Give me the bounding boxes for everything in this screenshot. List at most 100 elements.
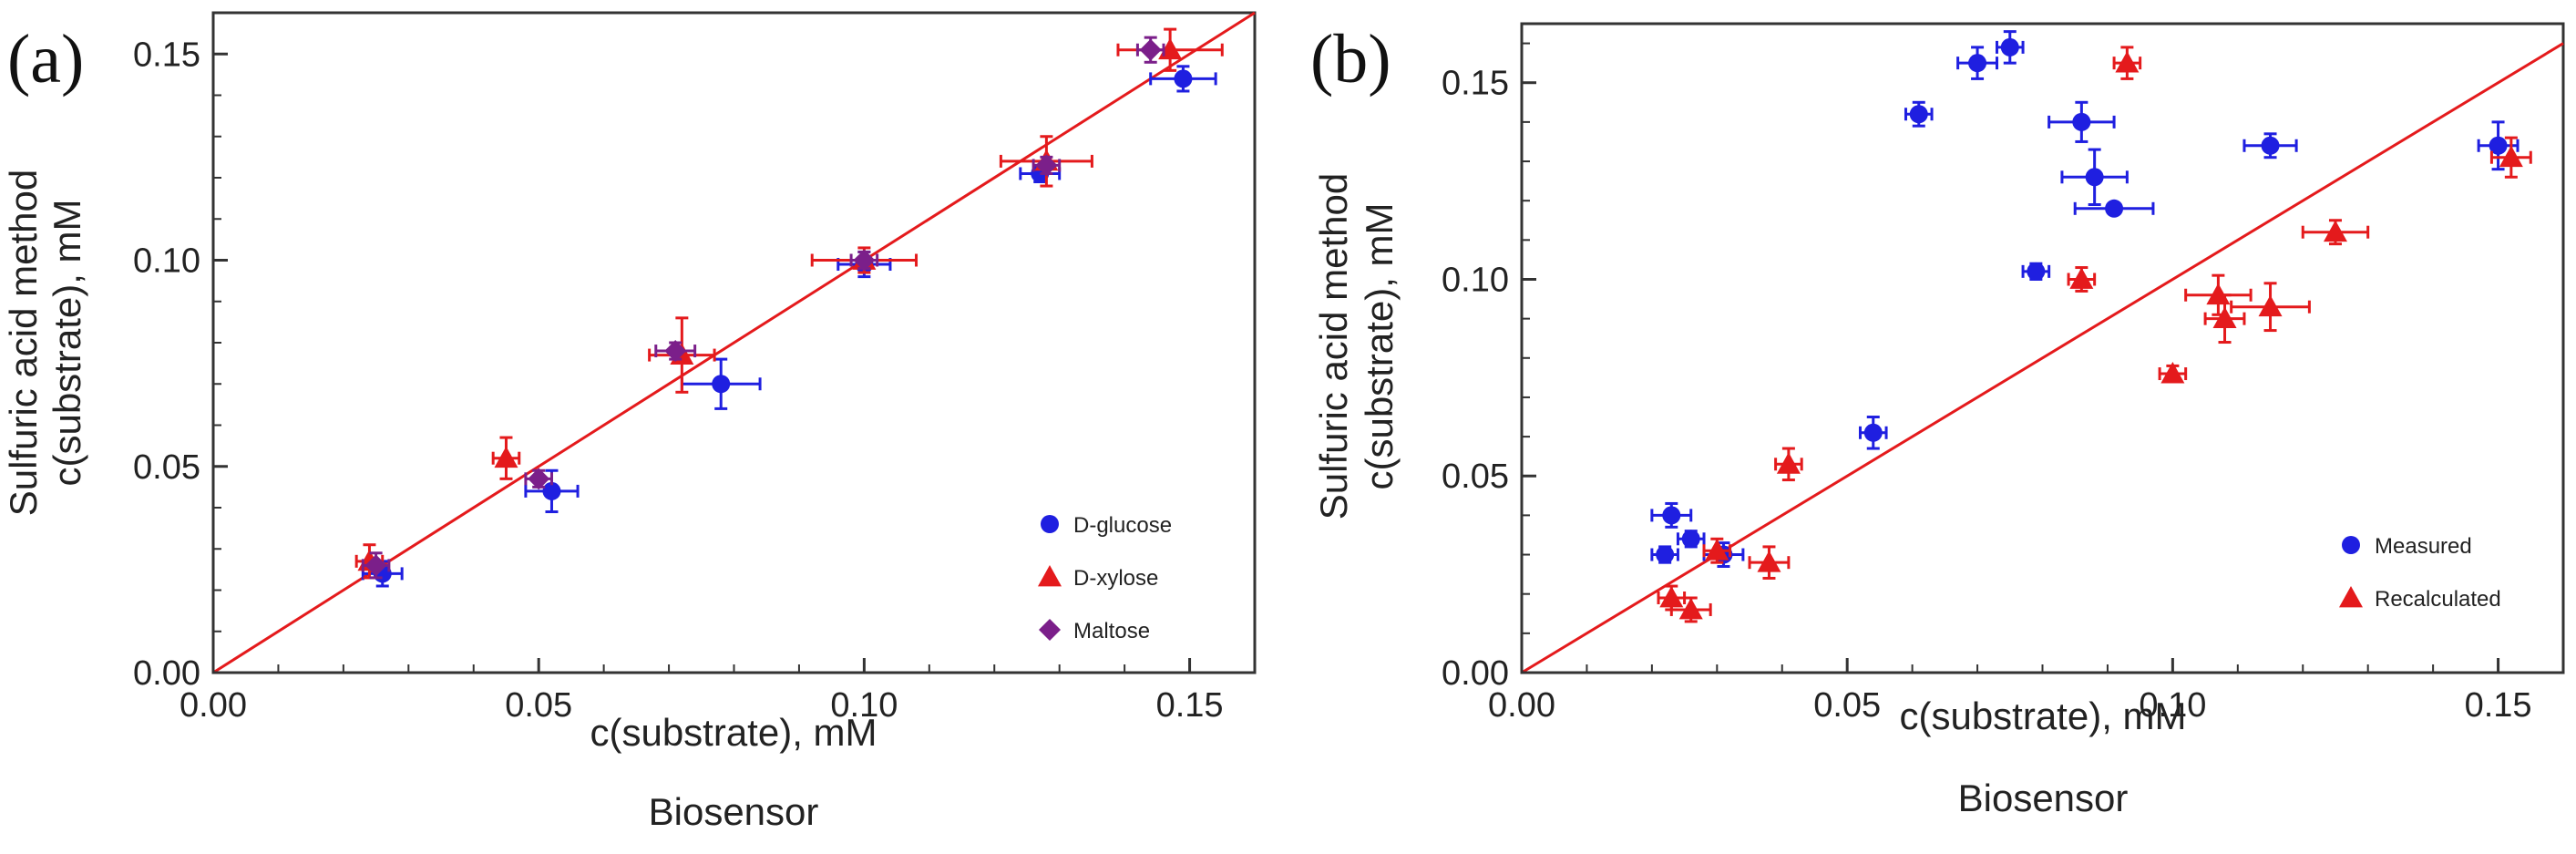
panel-a-legend: D-glucose D-xylose Maltose [1038, 513, 1172, 643]
point-marker-circle [2000, 37, 2019, 57]
panel-a-y-axis-label: c(substrate), mM [46, 199, 88, 486]
x-tick-label: 0.15 [1156, 686, 1224, 725]
legend-marker-diamond [1039, 619, 1061, 641]
point-marker-triangle [2115, 51, 2140, 73]
identity-line [1521, 42, 2564, 674]
point-marker-circle [1968, 54, 1987, 73]
point-marker-circle [1681, 530, 1700, 549]
identity-line [212, 11, 1256, 674]
point-marker-diamond [853, 249, 876, 272]
x-tick-label: 0.00 [180, 686, 247, 725]
y-tick-label: 0.00 [133, 654, 200, 693]
panel-b: (b) 0.00 0.05 0.10 0.15 0.00 0.05 0.10 0.15 Mea… [1310, 21, 2565, 819]
point-marker-triangle [2499, 145, 2523, 168]
data-point [2158, 362, 2188, 384]
panel-b-legend: Measured Recalculated [2339, 534, 2501, 612]
data-point [524, 468, 553, 490]
x-tick-label: 0.10 [2139, 686, 2206, 725]
panel-a-x-axis-label: c(substrate), mM [590, 711, 877, 754]
panel-b-ticks: 0.00 0.05 0.10 0.15 0.00 0.05 0.10 0.15 [1442, 42, 2532, 725]
panel-b-x-axis-label: c(substrate), mM [1899, 695, 2186, 737]
legend-label: Maltose [1073, 619, 1150, 643]
point-marker-triangle [2160, 362, 2185, 384]
data-point [1031, 154, 1062, 177]
data-point [2301, 219, 2370, 246]
data-point [524, 468, 580, 514]
data-point [2489, 136, 2532, 179]
data-point [2021, 262, 2051, 281]
data-point [1748, 545, 1791, 580]
point-marker-circle [1863, 423, 1883, 442]
x-tick-label: 0.10 [830, 686, 898, 725]
panel-b-points [1650, 30, 2532, 623]
point-marker-circle [2027, 262, 2046, 281]
data-point [1650, 545, 1679, 564]
legend-label: Measured [2375, 534, 2472, 559]
data-point [654, 340, 697, 363]
panel-b-plot-frame [1520, 22, 2565, 674]
legend-item: D-glucose [1041, 513, 1172, 538]
point-marker-triangle [2212, 306, 2237, 329]
point-marker-diamond [1139, 38, 1162, 61]
data-point [1149, 65, 1217, 93]
panel-a-points [354, 27, 1224, 588]
point-marker-triangle [1705, 539, 1729, 561]
legend-item: Recalculated [2339, 586, 2501, 612]
legend-item: D-xylose [1038, 565, 1158, 591]
data-point [680, 357, 762, 410]
data-point [2203, 293, 2246, 345]
panel-b-y-axis-label: c(substrate), mM [1358, 202, 1401, 489]
legend-label: D-glucose [1073, 513, 1172, 538]
y-tick-label: 0.10 [133, 242, 200, 281]
data-point [2230, 282, 2311, 333]
panel-a-reference-line-layer [212, 11, 1256, 674]
point-marker-circle [2261, 136, 2280, 155]
data-point [1676, 530, 1706, 549]
point-marker-circle [2072, 112, 2091, 131]
y-tick-label: 0.05 [133, 448, 200, 487]
point-marker-triangle [2069, 267, 2094, 289]
y-tick-label: 0.05 [1442, 458, 1509, 496]
x-tick-label: 0.00 [1488, 686, 1555, 725]
data-point [1702, 537, 1732, 564]
x-tick-label: 0.15 [2465, 686, 2532, 725]
data-point [491, 436, 521, 480]
panel-a-ticks: 0.00 0.05 0.10 0.15 0.00 0.05 0.10 0.15 [133, 36, 1224, 725]
point-marker-circle [2489, 136, 2508, 155]
data-point [1774, 447, 1803, 482]
y-tick-label: 0.15 [1442, 65, 1509, 103]
x-tick-label: 0.05 [505, 686, 572, 725]
data-point [2060, 148, 2129, 206]
point-marker-diamond [664, 340, 687, 363]
y-tick-label: 0.15 [133, 36, 200, 74]
panel-b-y-axis-sublabel: Sulfuric acid method [1312, 173, 1355, 520]
y-tick-label: 0.00 [1442, 654, 1509, 693]
y-tick-label: 0.10 [1442, 261, 1509, 299]
point-marker-circle [542, 481, 561, 500]
x-tick-label: 0.05 [1813, 686, 1881, 725]
data-point [1650, 501, 1693, 529]
data-point [361, 551, 391, 580]
panel-b-label: (b) [1310, 21, 1391, 98]
panel-a-label: (a) [7, 21, 84, 98]
data-point [2067, 266, 2097, 293]
point-marker-triangle [494, 446, 518, 468]
panel-a-x-axis-sublabel: Biosensor [649, 790, 819, 833]
point-marker-circle [1656, 545, 1675, 564]
point-marker-triangle [1659, 586, 1684, 608]
legend-item: Measured [2342, 534, 2472, 559]
point-marker-circle [2105, 199, 2124, 218]
data-point [1995, 30, 2025, 65]
point-marker-circle [2085, 168, 2104, 187]
point-marker-circle [712, 375, 731, 394]
data-point [1135, 36, 1165, 64]
legend-item: Maltose [1039, 619, 1150, 643]
data-point [1904, 100, 1934, 128]
point-marker-circle [1662, 506, 1681, 525]
legend-label: Recalculated [2375, 587, 2501, 612]
legend-marker-triangle [1038, 565, 1062, 587]
legend-marker-triangle [2339, 586, 2363, 608]
data-point [1858, 416, 1888, 450]
point-marker-triangle [2323, 220, 2347, 242]
